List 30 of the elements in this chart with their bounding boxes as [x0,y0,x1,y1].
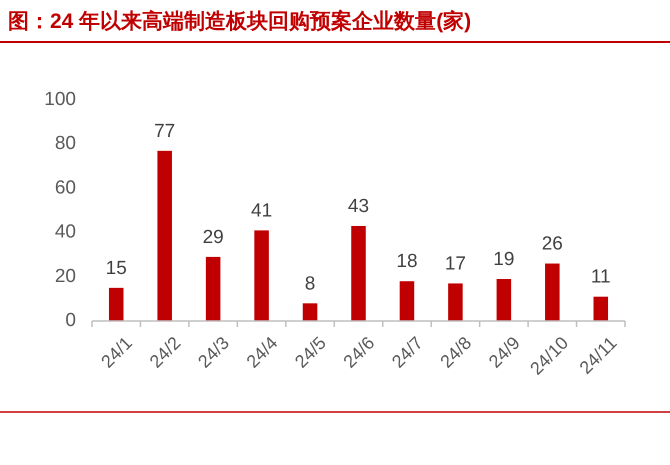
bar [157,150,172,321]
bar [400,281,414,321]
y-tick-label: 20 [54,266,76,287]
bar [448,283,463,321]
data-label: 17 [444,253,466,274]
data-label: 26 [542,234,563,255]
y-tick-label: 40 [54,222,76,243]
bar [594,296,608,321]
x-tick-label: 24/1 [97,332,136,372]
bar [496,279,512,321]
bar [108,288,124,321]
y-tick-label: 80 [54,133,76,154]
data-label: 29 [202,226,224,248]
y-tick-label: 0 [65,310,76,332]
data-label: 15 [106,258,127,279]
data-label: 18 [396,251,418,272]
data-label: 43 [348,196,370,217]
chart-title: 图：24 年以来高端制造板块回购预案企业数量(家) [8,9,472,33]
y-tick-label: 100 [44,89,76,110]
bar [302,303,318,321]
data-label: 41 [251,200,272,222]
bar [545,264,560,321]
bar [254,230,269,321]
data-label: 11 [590,266,611,288]
data-label: 8 [304,273,316,294]
y-tick-label: 60 [54,177,76,198]
bar [351,226,366,321]
data-label: 19 [493,249,514,270]
bar [206,256,220,321]
data-label: 77 [154,120,176,142]
